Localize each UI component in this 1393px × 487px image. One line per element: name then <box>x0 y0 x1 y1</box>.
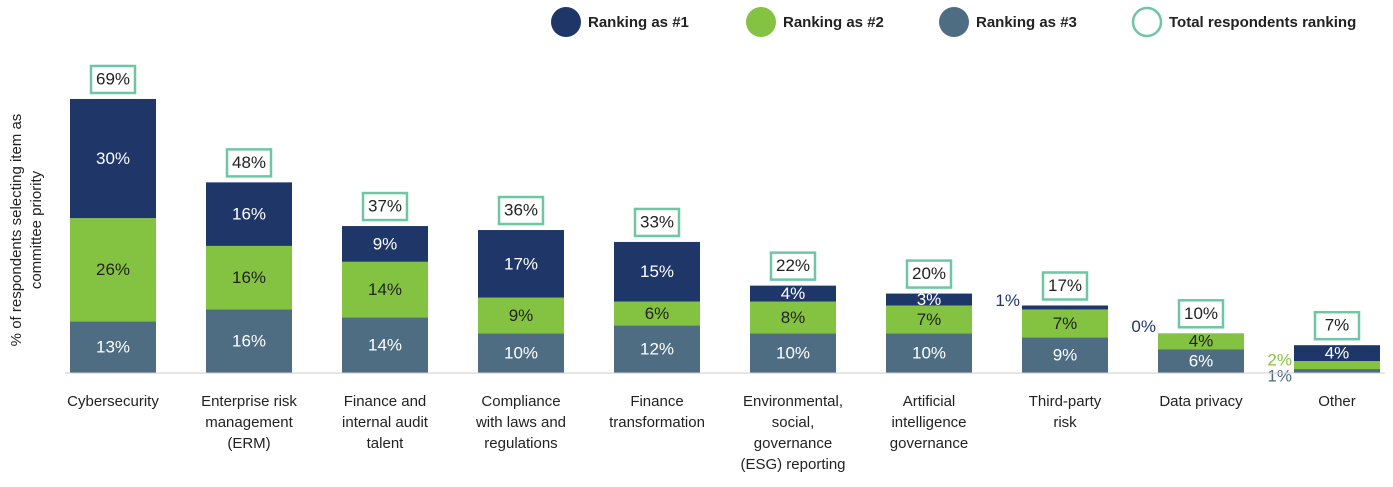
bar-segment <box>206 245 292 310</box>
bar-segment <box>70 321 156 373</box>
total-box <box>905 259 953 289</box>
total-box <box>1313 310 1361 341</box>
total-label: 48% <box>232 153 266 172</box>
total-box <box>89 64 137 95</box>
total-box <box>769 251 817 281</box>
total-label: 69% <box>96 69 130 88</box>
total-label: 17% <box>1048 276 1082 295</box>
value-label: 30% <box>96 149 130 168</box>
x-tick-label: Finance transformation <box>609 393 705 431</box>
value-label: 9% <box>1053 346 1078 365</box>
total-label: 22% <box>776 256 810 275</box>
legend-label: Ranking as #1 <box>588 14 689 31</box>
bar-segment <box>886 293 972 306</box>
total-label: 33% <box>640 212 674 231</box>
total-box <box>361 191 409 222</box>
bar-segment <box>886 333 972 373</box>
value-label: 9% <box>373 234 398 253</box>
value-label: 4% <box>1189 332 1214 351</box>
x-tick-label: Other <box>1318 393 1356 410</box>
value-label: 10% <box>504 344 538 363</box>
total-box <box>633 207 681 238</box>
value-label: 16% <box>232 268 266 287</box>
x-tick-label: Compliance with laws and regulations <box>475 393 566 452</box>
legend-label: Ranking as #2 <box>783 14 884 31</box>
bar-segment <box>1294 361 1380 370</box>
legend-swatch <box>746 7 776 37</box>
value-label: 16% <box>232 205 266 224</box>
bar-segment <box>614 325 700 373</box>
value-label: 15% <box>640 262 674 281</box>
legend-swatch <box>551 7 581 37</box>
bar-segment <box>206 309 292 373</box>
value-label: 16% <box>232 332 266 351</box>
x-tick-label: Enterprise risk management (ERM) <box>201 393 297 452</box>
value-label: 26% <box>96 260 130 279</box>
value-label: 14% <box>368 336 402 355</box>
value-label: 1% <box>995 291 1020 310</box>
value-label: 13% <box>96 338 130 357</box>
value-label: 2% <box>1267 351 1292 370</box>
total-box <box>1041 271 1089 301</box>
bar-segment <box>478 333 564 373</box>
bar-segment <box>342 317 428 373</box>
value-label: 9% <box>509 306 534 325</box>
total-label: 20% <box>912 264 946 283</box>
y-axis-label: % of respondents selecting item as commit… <box>8 114 45 347</box>
bar-segment <box>1022 337 1108 373</box>
value-label: 4% <box>781 284 806 303</box>
bar-segment <box>750 301 836 334</box>
bar-segment <box>70 98 156 219</box>
legend-label: Ranking as #3 <box>976 14 1077 31</box>
x-tick-label: Finance and internal audit talent <box>342 393 429 452</box>
value-label: 3% <box>917 290 942 309</box>
value-label: 12% <box>640 340 674 359</box>
value-label: 0% <box>1131 317 1156 336</box>
legend-label: Total respondents ranking <box>1169 14 1356 31</box>
value-label: 10% <box>912 344 946 363</box>
value-label: 7% <box>917 310 942 329</box>
bar-segment <box>1022 309 1108 338</box>
total-box <box>1177 299 1225 329</box>
value-label: 6% <box>1189 352 1214 371</box>
value-label: 6% <box>645 304 670 323</box>
bar-segment <box>1294 345 1380 362</box>
total-box <box>225 148 273 178</box>
bar-segment <box>206 182 292 246</box>
value-label: 1% <box>1267 366 1292 385</box>
x-tick-label: Environmental, social, governance (ESG) rep… <box>740 393 845 473</box>
legend-swatch <box>939 7 969 37</box>
value-label: 8% <box>781 308 806 327</box>
value-label: 7% <box>1053 314 1078 333</box>
value-label: 14% <box>368 280 402 299</box>
total-label: 10% <box>1184 304 1218 323</box>
x-tick-label: Third-party risk <box>1029 393 1102 431</box>
x-tick-label: Artificial intelligence governance <box>890 393 968 452</box>
total-box <box>497 195 545 226</box>
total-label: 7% <box>1325 316 1350 335</box>
bar-segment <box>70 218 156 322</box>
bar-segment <box>1294 369 1380 373</box>
legend-swatch <box>1131 6 1163 38</box>
value-label: 4% <box>1325 344 1350 363</box>
value-label: 17% <box>504 254 538 273</box>
x-tick-label: Cybersecurity <box>67 393 159 410</box>
bar-segment <box>1022 305 1108 310</box>
bar-segment <box>1158 349 1244 373</box>
bar-segment <box>478 230 564 298</box>
bar-segment <box>614 241 700 302</box>
x-tick-label: Data privacy <box>1159 393 1243 410</box>
bar-segment <box>750 285 836 302</box>
value-label: 10% <box>776 344 810 363</box>
bar-segment <box>342 226 428 262</box>
bar-segment <box>342 261 428 318</box>
bar-segment <box>614 301 700 326</box>
bar-segment <box>478 297 564 334</box>
total-label: 36% <box>504 201 538 220</box>
total-label: 37% <box>368 197 402 216</box>
bar-segment <box>1158 333 1244 350</box>
bar-segment <box>750 333 836 373</box>
bar-segment <box>886 305 972 334</box>
